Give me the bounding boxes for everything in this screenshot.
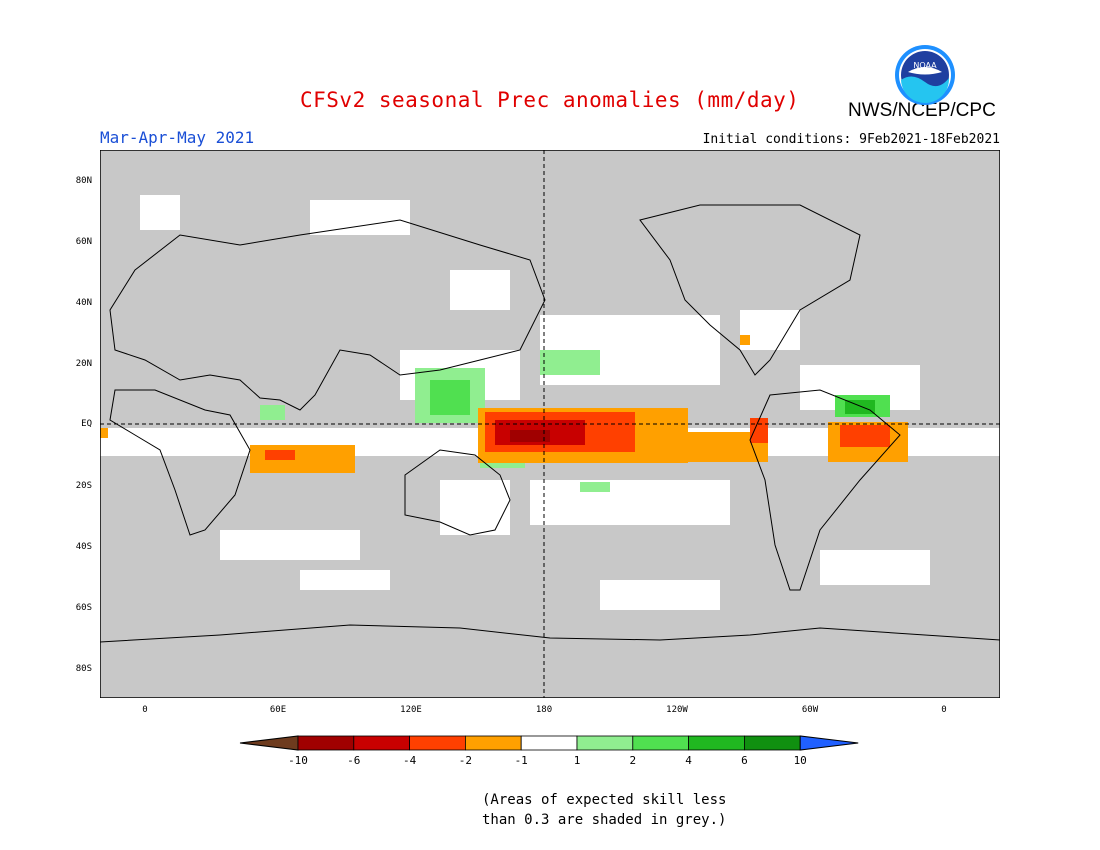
legend-tick-label: 6 <box>741 754 748 767</box>
legend-tick-label: 4 <box>685 754 692 767</box>
season-label: Mar-Apr-May 2021 <box>100 128 255 147</box>
legend-swatch-7 <box>632 735 689 751</box>
logo-text: NOAA <box>913 61 937 70</box>
initial-conditions-label: Initial conditions: 9Feb2021-18Feb2021 <box>702 132 1000 147</box>
agency-label: NWS/NCEP/CPC <box>848 100 996 121</box>
legend-tick-label: -6 <box>347 754 360 767</box>
coast-antarctica <box>100 624 1000 643</box>
legend-swatch-3 <box>409 735 466 751</box>
lat-label-40s: 40S <box>75 542 92 552</box>
noaa-logo: NOAA <box>895 45 955 105</box>
legend-tick-label: -10 <box>288 754 308 767</box>
lon-label-0: 0 <box>142 705 148 715</box>
legend-swatch-6 <box>576 735 634 751</box>
lat-label-60s: 60S <box>75 603 92 613</box>
lat-label-80s: 80S <box>75 664 92 674</box>
lat-label-40n: 40N <box>75 298 92 308</box>
dry-anomaly-areas <box>100 335 908 473</box>
reference-lines <box>100 150 1000 698</box>
skill-note-line2: than 0.3 are shaded in grey.) <box>482 812 727 828</box>
legend-swatch-2 <box>353 735 411 751</box>
lon-label-60w: 60W <box>801 705 819 715</box>
legend-tick-label: 1 <box>574 754 581 767</box>
legend-tick-label: 10 <box>794 754 807 767</box>
legend-tick-label: -4 <box>403 754 417 767</box>
lat-label-eq: EQ <box>81 419 92 429</box>
map-title: CFSv2 seasonal Prec anomalies (mm/day) <box>300 88 800 112</box>
lat-label-60n: 60N <box>75 237 92 247</box>
legend-swatch-1 <box>297 735 355 751</box>
lat-label-20n: 20N <box>75 359 92 369</box>
lon-label-180: 180 <box>535 705 553 715</box>
coast-north-america <box>639 204 861 376</box>
legend-swatch-5 <box>520 735 578 751</box>
coast-australia <box>404 449 511 536</box>
legend-tick-label: -1 <box>515 754 528 767</box>
legend-tick-label: 2 <box>629 754 636 767</box>
precip-anomaly-map <box>100 150 1000 698</box>
lon-label-60e: 60E <box>269 705 287 715</box>
legend-swatch-9 <box>743 735 801 751</box>
coast-south-america <box>749 389 901 591</box>
lat-label-20s: 20S <box>75 481 92 491</box>
lon-label-120w: 120W <box>666 705 688 715</box>
lon-label-0-east: 0 <box>941 705 947 715</box>
legend-tick-label: -2 <box>459 754 472 767</box>
coast-eurasia <box>109 219 546 411</box>
legend-swatch-0 <box>239 735 299 751</box>
legend-swatch-4 <box>464 735 522 751</box>
color-legend: -10 -6 -4 -2 -1 1 2 4 6 10 <box>239 735 859 767</box>
skill-note-line1: (Areas of expected skill less <box>482 792 727 808</box>
coastlines <box>100 204 1000 643</box>
lon-label-120e: 120E <box>400 705 422 715</box>
legend-swatch-8 <box>688 735 745 751</box>
coast-africa <box>109 389 251 536</box>
legend-swatch-10 <box>799 735 859 751</box>
lat-label-80n: 80N <box>75 176 92 186</box>
